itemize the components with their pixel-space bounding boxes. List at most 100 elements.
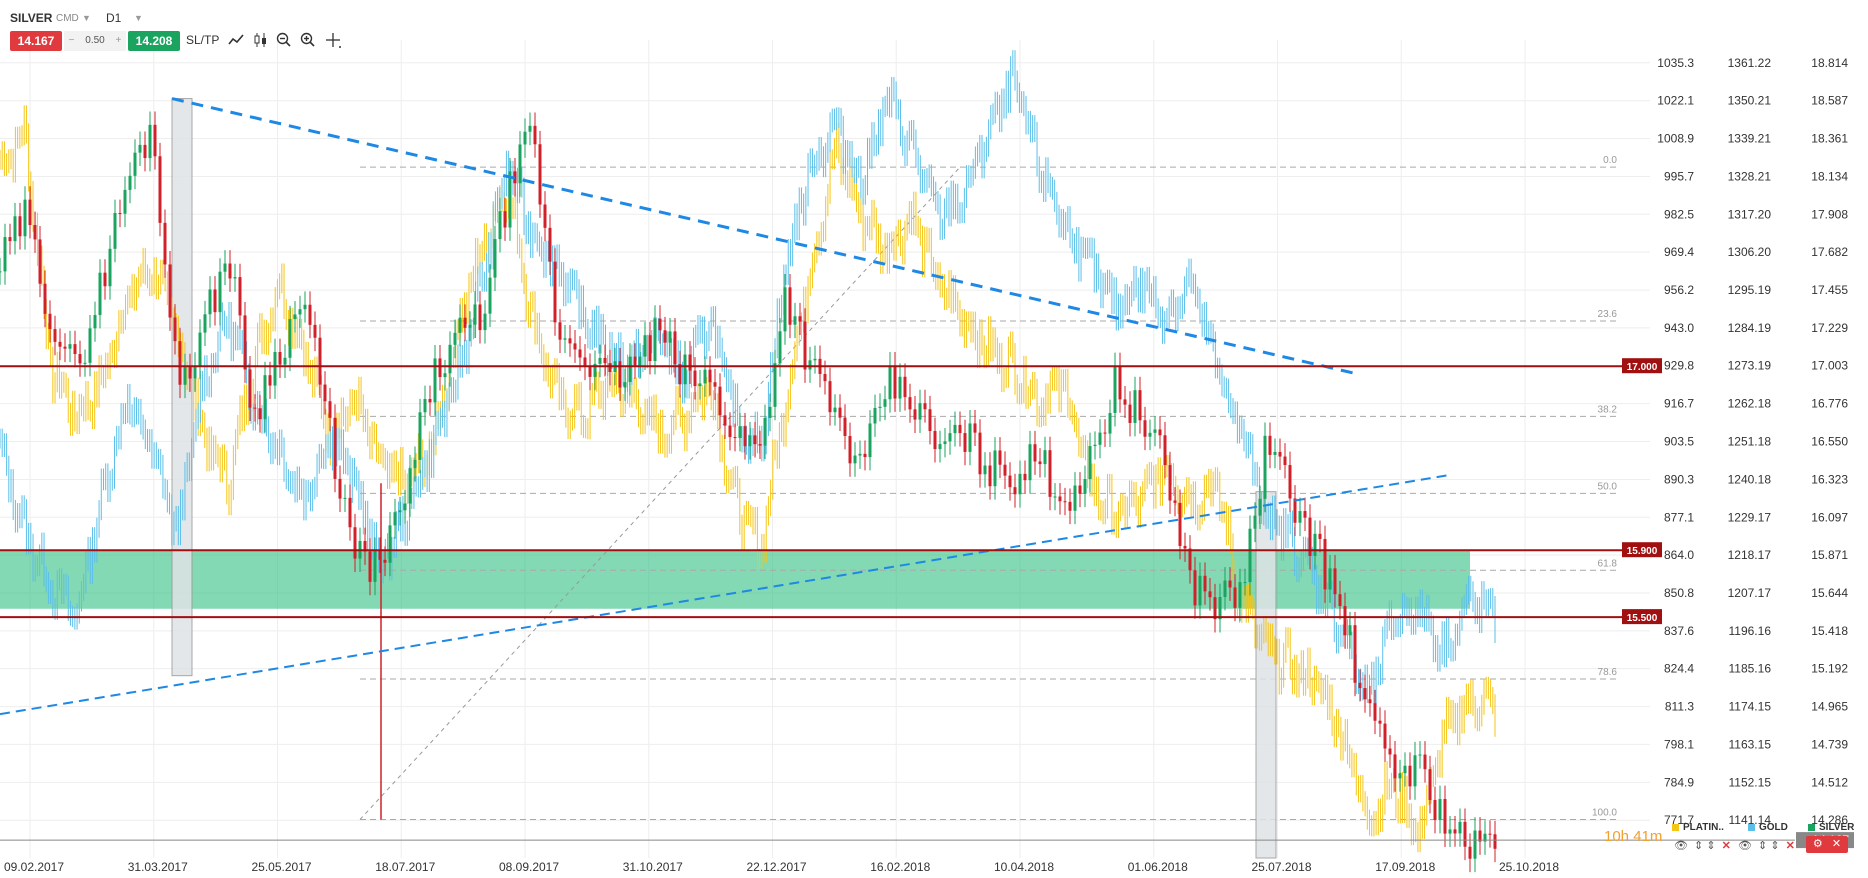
- silver-candle: [333, 417, 337, 479]
- x-axis-tick-label: 25.07.2018: [1251, 860, 1311, 874]
- silver-candle: [478, 304, 482, 331]
- silver-candle: [1373, 703, 1377, 721]
- silver-candle: [323, 384, 327, 402]
- reorder-arrows-icon[interactable]: ⇕: [1694, 840, 1704, 852]
- platinum-series-controls: 👁 ⇕ ⇕ ✕: [1674, 839, 1731, 852]
- close-icon[interactable]: ✕: [1831, 838, 1842, 850]
- timeframe-chevron-down-icon[interactable]: ▼: [134, 13, 143, 23]
- silver-candle: [968, 423, 972, 452]
- sltp-button[interactable]: SL/TP: [186, 33, 220, 47]
- silver-candle: [1368, 699, 1372, 704]
- x-axis-tick-label: 08.09.2017: [499, 860, 559, 874]
- silver-candle: [743, 426, 747, 447]
- y-axis-tick-label: 1163.15: [1729, 737, 1772, 751]
- silver-candle: [1303, 511, 1307, 518]
- silver-candle: [1043, 450, 1047, 465]
- silver-candle: [573, 343, 577, 350]
- market-label[interactable]: CMD: [56, 13, 79, 24]
- silver-candle: [848, 436, 852, 464]
- eye-icon[interactable]: 👁: [1674, 840, 1688, 852]
- y-axis-tick-label: 1035.3: [1657, 56, 1694, 70]
- crosshair-icon[interactable]: [323, 31, 343, 51]
- eye-icon[interactable]: 👁: [1738, 840, 1752, 852]
- close-icon[interactable]: ✕: [1785, 840, 1795, 852]
- zoom-in-icon[interactable]: [298, 31, 318, 51]
- silver-candle: [983, 465, 987, 475]
- reorder-arrows-icon[interactable]: ⇕: [1706, 840, 1716, 852]
- line-chart-icon[interactable]: [226, 31, 246, 51]
- quantity-plus-button[interactable]: +: [115, 35, 122, 46]
- silver-candle: [293, 314, 297, 320]
- silver-candle: [483, 313, 487, 331]
- y-axis-tick-label: 1317.20: [1728, 207, 1772, 221]
- y-axis-tick-label: 798.1: [1664, 737, 1694, 751]
- silver-candle: [263, 375, 267, 420]
- silver-candle: [583, 357, 587, 367]
- silver-candle: [73, 344, 77, 355]
- y-axis-tick-label: 969.4: [1664, 245, 1694, 259]
- silver-candle: [1183, 545, 1187, 549]
- silver-candle: [1348, 625, 1352, 636]
- symbol-name[interactable]: SILVER: [10, 11, 53, 25]
- silver-candle: [1138, 390, 1142, 421]
- sell-price-button[interactable]: 14.167: [10, 31, 62, 51]
- silver-candle: [1218, 596, 1222, 620]
- silver-candle: [283, 357, 287, 365]
- silver-candle: [1463, 821, 1467, 847]
- silver-candle: [68, 344, 72, 349]
- legend-label-platinum: PLATIN..: [1683, 822, 1724, 833]
- y-axis-tick-label: 1284.19: [1728, 321, 1772, 335]
- silver-candle: [673, 331, 677, 365]
- silver-candle: [953, 424, 957, 434]
- quantity-stepper[interactable]: − 0.50 +: [64, 31, 126, 51]
- silver-candle: [1343, 606, 1347, 636]
- silver-candle: [518, 144, 522, 184]
- quantity-minus-button[interactable]: −: [68, 35, 75, 46]
- silver-candle: [398, 510, 402, 513]
- reorder-arrows-icon[interactable]: ⇕: [1770, 840, 1780, 852]
- silver-candle: [173, 317, 177, 342]
- silver-candle: [1438, 798, 1442, 820]
- y-axis-tick-label: 784.9: [1664, 775, 1694, 789]
- silver-candle: [348, 497, 352, 528]
- silver-candle: [528, 125, 532, 132]
- quantity-value[interactable]: 0.50: [85, 35, 105, 46]
- trend-line-resistance: [171, 97, 1361, 377]
- silver-candle: [28, 199, 32, 225]
- silver-candle: [203, 314, 207, 333]
- y-axis-tick-label: 1240.18: [1728, 472, 1772, 486]
- zoom-out-icon[interactable]: [274, 31, 294, 51]
- candlestick-icon[interactable]: [251, 31, 271, 51]
- silver-candle: [1383, 723, 1387, 749]
- silver-candle: [1238, 582, 1242, 608]
- silver-series-controls[interactable]: ⚙ ✕: [1806, 836, 1848, 853]
- y-axis-tick-label: 824.4: [1664, 662, 1694, 676]
- silver-candle: [13, 216, 17, 242]
- silver-candle: [228, 263, 232, 279]
- silver-candle: [933, 430, 937, 450]
- timeframe-select[interactable]: D1: [106, 11, 122, 25]
- silver-candle: [1103, 432, 1107, 434]
- price-level-label: 17.000: [1627, 362, 1658, 373]
- silver-candle: [1293, 498, 1297, 523]
- silver-candle: [403, 503, 407, 511]
- silver-candle: [1223, 580, 1227, 597]
- settings-icon[interactable]: ⚙: [1812, 838, 1823, 850]
- reorder-arrows-icon[interactable]: ⇕: [1758, 840, 1768, 852]
- silver-candle: [678, 364, 682, 385]
- y-axis-tick-label: 15.644: [1811, 586, 1848, 600]
- y-axis-tick-label: 14.286: [1811, 813, 1848, 827]
- y-axis-tick-label: 14.512: [1811, 775, 1848, 789]
- y-axis-tick-label: 1251.18: [1728, 434, 1772, 448]
- silver-candle: [258, 408, 262, 420]
- fibonacci-level-label: 50.0: [1598, 481, 1618, 492]
- buy-price-button[interactable]: 14.208: [128, 31, 180, 51]
- silver-candle: [878, 406, 882, 408]
- x-axis-tick-label: 31.03.2017: [128, 860, 188, 874]
- close-icon[interactable]: ✕: [1721, 840, 1731, 852]
- market-chevron-down-icon[interactable]: ▼: [82, 13, 91, 23]
- silver-candle: [1028, 444, 1032, 481]
- silver-candle: [623, 382, 627, 388]
- silver-candle: [138, 144, 142, 153]
